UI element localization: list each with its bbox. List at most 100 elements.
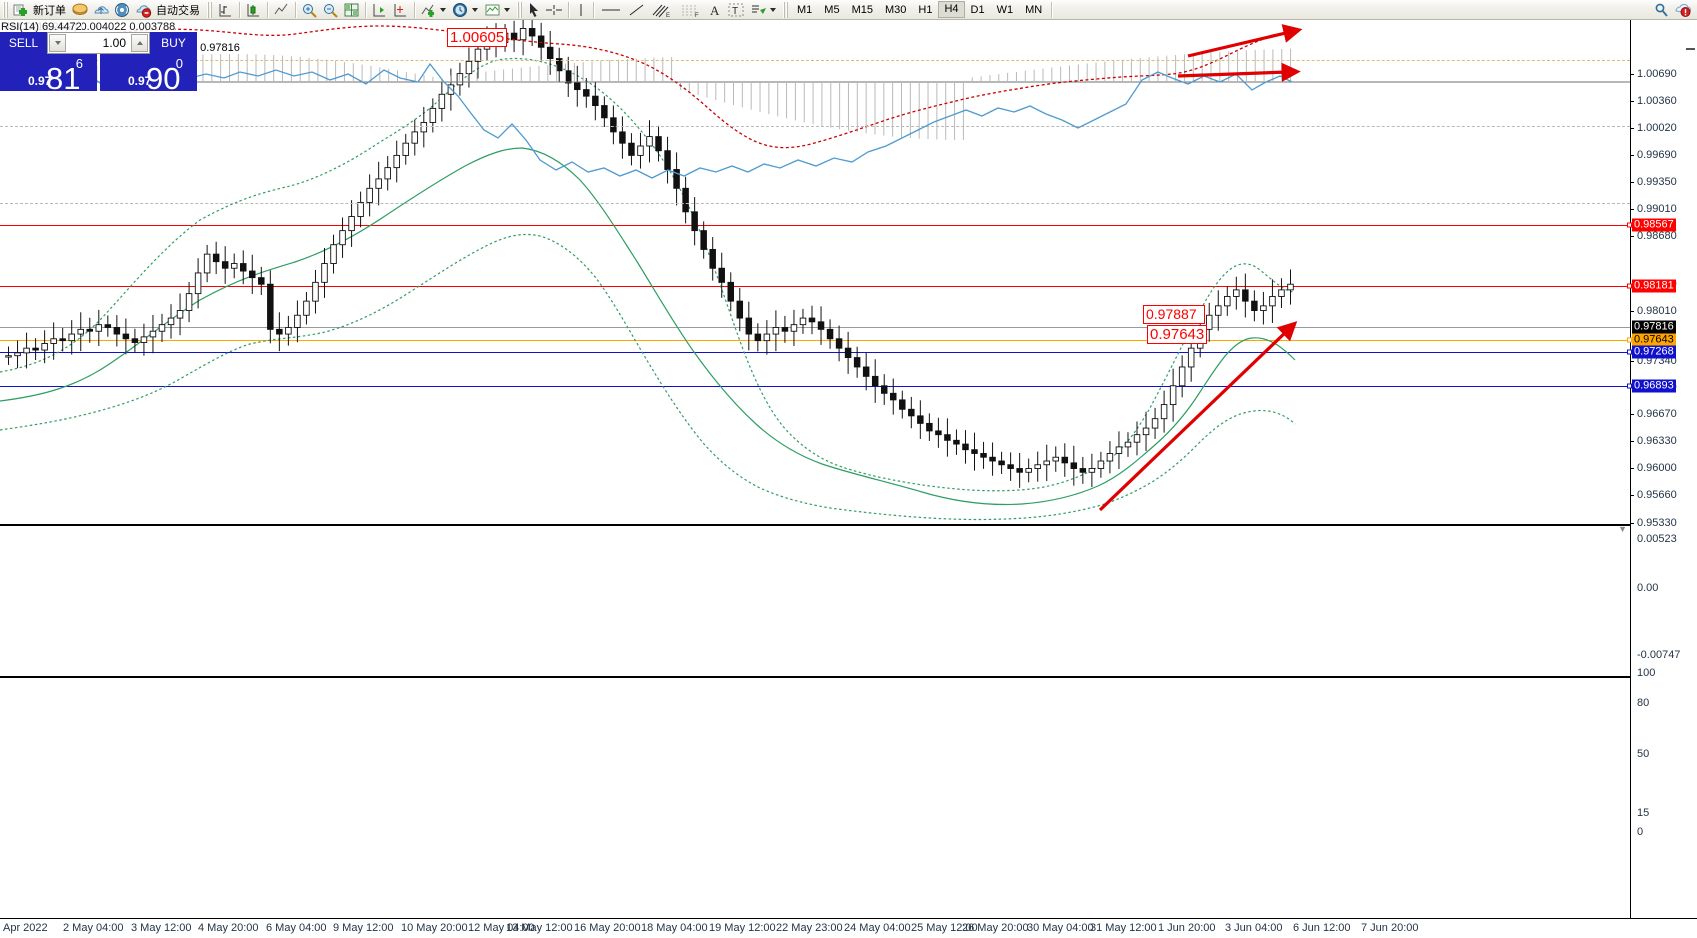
objects-dropdown-icon[interactable] <box>747 1 780 19</box>
price-badge-0.98567[interactable]: 0.98567 <box>1632 218 1676 232</box>
price-badge-0.97268[interactable]: 0.97268 <box>1632 345 1676 359</box>
buy-button[interactable]: BUY <box>150 32 197 54</box>
chevron-down-icon-4[interactable] <box>770 8 776 12</box>
line-handle[interactable] <box>1627 222 1632 228</box>
auto-scroll-icon[interactable] <box>390 1 411 19</box>
timeframe-M30[interactable]: M30 <box>884 3 907 16</box>
price-axis[interactable]: 1.00690 1.00360 1.00020 0.99690 0.99350 0.990… <box>1627 20 1697 918</box>
svg-text:T: T <box>732 6 738 17</box>
time-tick-label: 26 May 20:00 <box>962 922 1029 934</box>
scroll-indicator: ▼ <box>1618 524 1627 534</box>
toolbar-grip-3[interactable] <box>517 1 522 18</box>
volume-value[interactable]: 1.00 <box>102 36 126 50</box>
price-badge-0.98181[interactable]: 0.98181 <box>1632 279 1676 293</box>
new-order-button[interactable]: 新订单 <box>11 1 70 19</box>
hline-098567[interactable] <box>0 225 1630 226</box>
volume-decrease-button[interactable] <box>49 34 66 52</box>
fibonacci-icon[interactable]: F <box>677 1 705 19</box>
timeframe-M15[interactable]: M15 <box>851 3 873 16</box>
price-pane[interactable]: 1.00605 0.97643 0.97887 <box>0 20 1630 524</box>
price-tick-label: 1.00360 <box>1637 95 1677 107</box>
time-tick-label: 9 May 12:00 <box>333 922 394 934</box>
hline-097268[interactable] <box>0 352 1630 353</box>
time-tick-label: 6 May 04:00 <box>266 922 327 934</box>
time-tick-label: 2 May 04:00 <box>63 922 124 934</box>
text-label-icon[interactable]: T <box>725 1 747 19</box>
signals-icon[interactable] <box>112 1 133 19</box>
chart-shift-icon[interactable] <box>369 1 390 19</box>
time-tick-label: 1 Jun 20:00 <box>1158 922 1216 934</box>
line-handle[interactable] <box>1627 383 1632 389</box>
indicator-tick-label: 0.00523 <box>1637 533 1677 545</box>
price-tick <box>1631 209 1634 210</box>
mql-community-icon[interactable] <box>91 1 112 19</box>
vertical-line-icon[interactable] <box>572 1 590 19</box>
zoom-in-icon[interactable] <box>299 1 320 19</box>
svg-text:A: A <box>710 3 720 18</box>
line-handle[interactable] <box>1627 349 1632 355</box>
annotation-097887[interactable]: 0.97887 <box>1143 305 1205 324</box>
timeframe-M5[interactable]: M5 <box>824 3 840 16</box>
price-tick <box>1631 414 1634 415</box>
timeframe-M1[interactable]: M1 <box>797 3 813 16</box>
line-handle[interactable] <box>1627 337 1632 343</box>
price-tick <box>1631 311 1634 312</box>
zoom-out-icon[interactable] <box>320 1 341 19</box>
periodicity-icon[interactable] <box>450 1 482 19</box>
time-axis[interactable]: Apr 2022 2 May 04:00 3 May 12:00 4 May 20:0… <box>0 918 1697 938</box>
price-badge-0.97816[interactable]: 0.97816 <box>1632 320 1676 334</box>
annotation-100605[interactable]: 1.00605 <box>447 28 508 47</box>
sell-button[interactable]: SELL <box>0 32 47 54</box>
volume-increase-button[interactable] <box>131 34 148 52</box>
bar-chart-icon[interactable] <box>215 1 236 19</box>
hline-098181[interactable] <box>0 286 1630 287</box>
timeframe-H4[interactable]: H4 <box>938 1 965 18</box>
cursor-icon[interactable] <box>525 1 543 19</box>
indicators-add-icon[interactable] <box>418 1 450 19</box>
chart-window[interactable]: USDCHF-,H4 0.97850 0.97871 0.97816 0.978… <box>0 20 1697 938</box>
history-center-icon[interactable] <box>70 1 91 19</box>
text-icon[interactable]: A <box>705 1 725 19</box>
chevron-down-icon-3[interactable] <box>504 8 510 12</box>
annotation-097643[interactable]: 0.97643 <box>1147 325 1208 344</box>
candlestick-chart-icon[interactable] <box>243 1 264 19</box>
price-badge-0.97643[interactable]: 0.97643 <box>1632 333 1676 347</box>
alerts-icon[interactable] <box>1672 1 1693 19</box>
equidistant-channel-icon[interactable]: E <box>649 1 677 19</box>
search-icon[interactable] <box>1651 1 1672 19</box>
line-chart-icon[interactable] <box>271 1 292 19</box>
timeframe-MN[interactable]: MN <box>1025 3 1043 16</box>
rsi-level-80 <box>0 60 1630 61</box>
crosshair-icon[interactable] <box>543 1 565 19</box>
templates-icon[interactable] <box>482 1 514 19</box>
chevron-down-icon-2[interactable] <box>472 8 478 12</box>
one-click-trading-panel[interactable]: SELL 1.00 BUY 0.97 81 6 0.97 90 0 <box>0 32 197 96</box>
hline-096893[interactable] <box>0 386 1630 387</box>
main-toolbar: 新订单 自动交易 <box>0 0 1697 20</box>
price-tick-label: 0.96330 <box>1637 435 1677 447</box>
autotrading-button[interactable]: 自动交易 <box>133 1 204 19</box>
volume-stepper[interactable]: 1.00 <box>47 32 150 54</box>
toolbar-grip[interactable] <box>3 1 8 18</box>
toolbar-grip-2[interactable] <box>207 1 212 18</box>
hline-097643[interactable] <box>0 340 1630 341</box>
sell-price-display[interactable]: 0.97 81 6 <box>0 54 97 96</box>
chevron-down-icon[interactable] <box>440 8 446 12</box>
price-tick-label: 1.00020 <box>1637 122 1677 134</box>
trend-arrow-rsi <box>1177 62 1301 82</box>
trendline-icon[interactable] <box>625 1 649 19</box>
buy-price-display[interactable]: 0.97 90 0 <box>100 54 197 96</box>
time-tick-label: 3 Jun 04:00 <box>1225 922 1283 934</box>
timeframe-D1[interactable]: D1 <box>970 3 985 16</box>
price-tick-label: 0.95330 <box>1637 517 1677 529</box>
rsi-pane[interactable]: RSI(14) 69.4472 <box>0 21 1630 914</box>
minimize-icon[interactable] <box>1686 41 1695 50</box>
horizontal-line-icon[interactable] <box>597 1 625 19</box>
toolbar-grip-4[interactable] <box>783 1 788 18</box>
price-badge-0.96893[interactable]: 0.96893 <box>1632 379 1676 393</box>
tile-windows-icon[interactable] <box>341 1 362 19</box>
macd-pane[interactable]: MACD(12,26,9) 0.004022 0.003788 <box>0 21 1630 676</box>
timeframe-H1[interactable]: H1 <box>918 3 933 16</box>
line-handle[interactable] <box>1627 283 1632 289</box>
timeframe-W1[interactable]: W1 <box>996 3 1014 16</box>
